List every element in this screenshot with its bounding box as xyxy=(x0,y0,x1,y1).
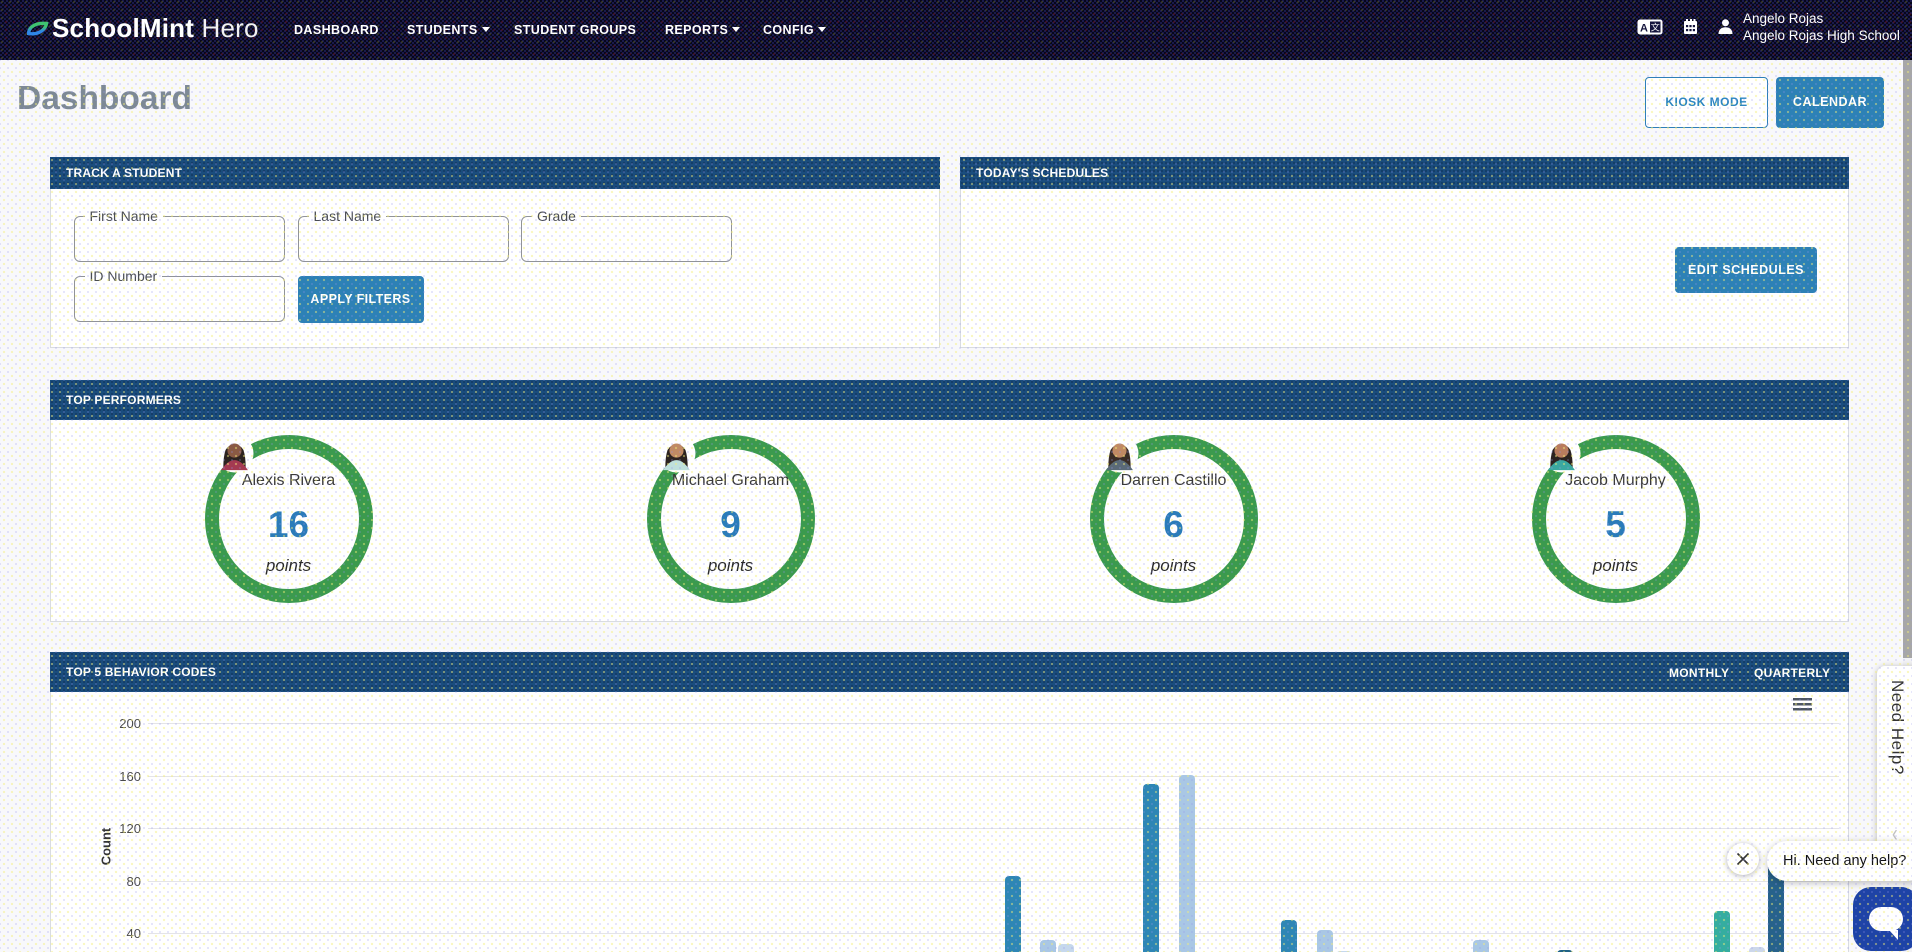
svg-text:A: A xyxy=(1640,23,1648,35)
svg-text:文: 文 xyxy=(1651,22,1660,33)
